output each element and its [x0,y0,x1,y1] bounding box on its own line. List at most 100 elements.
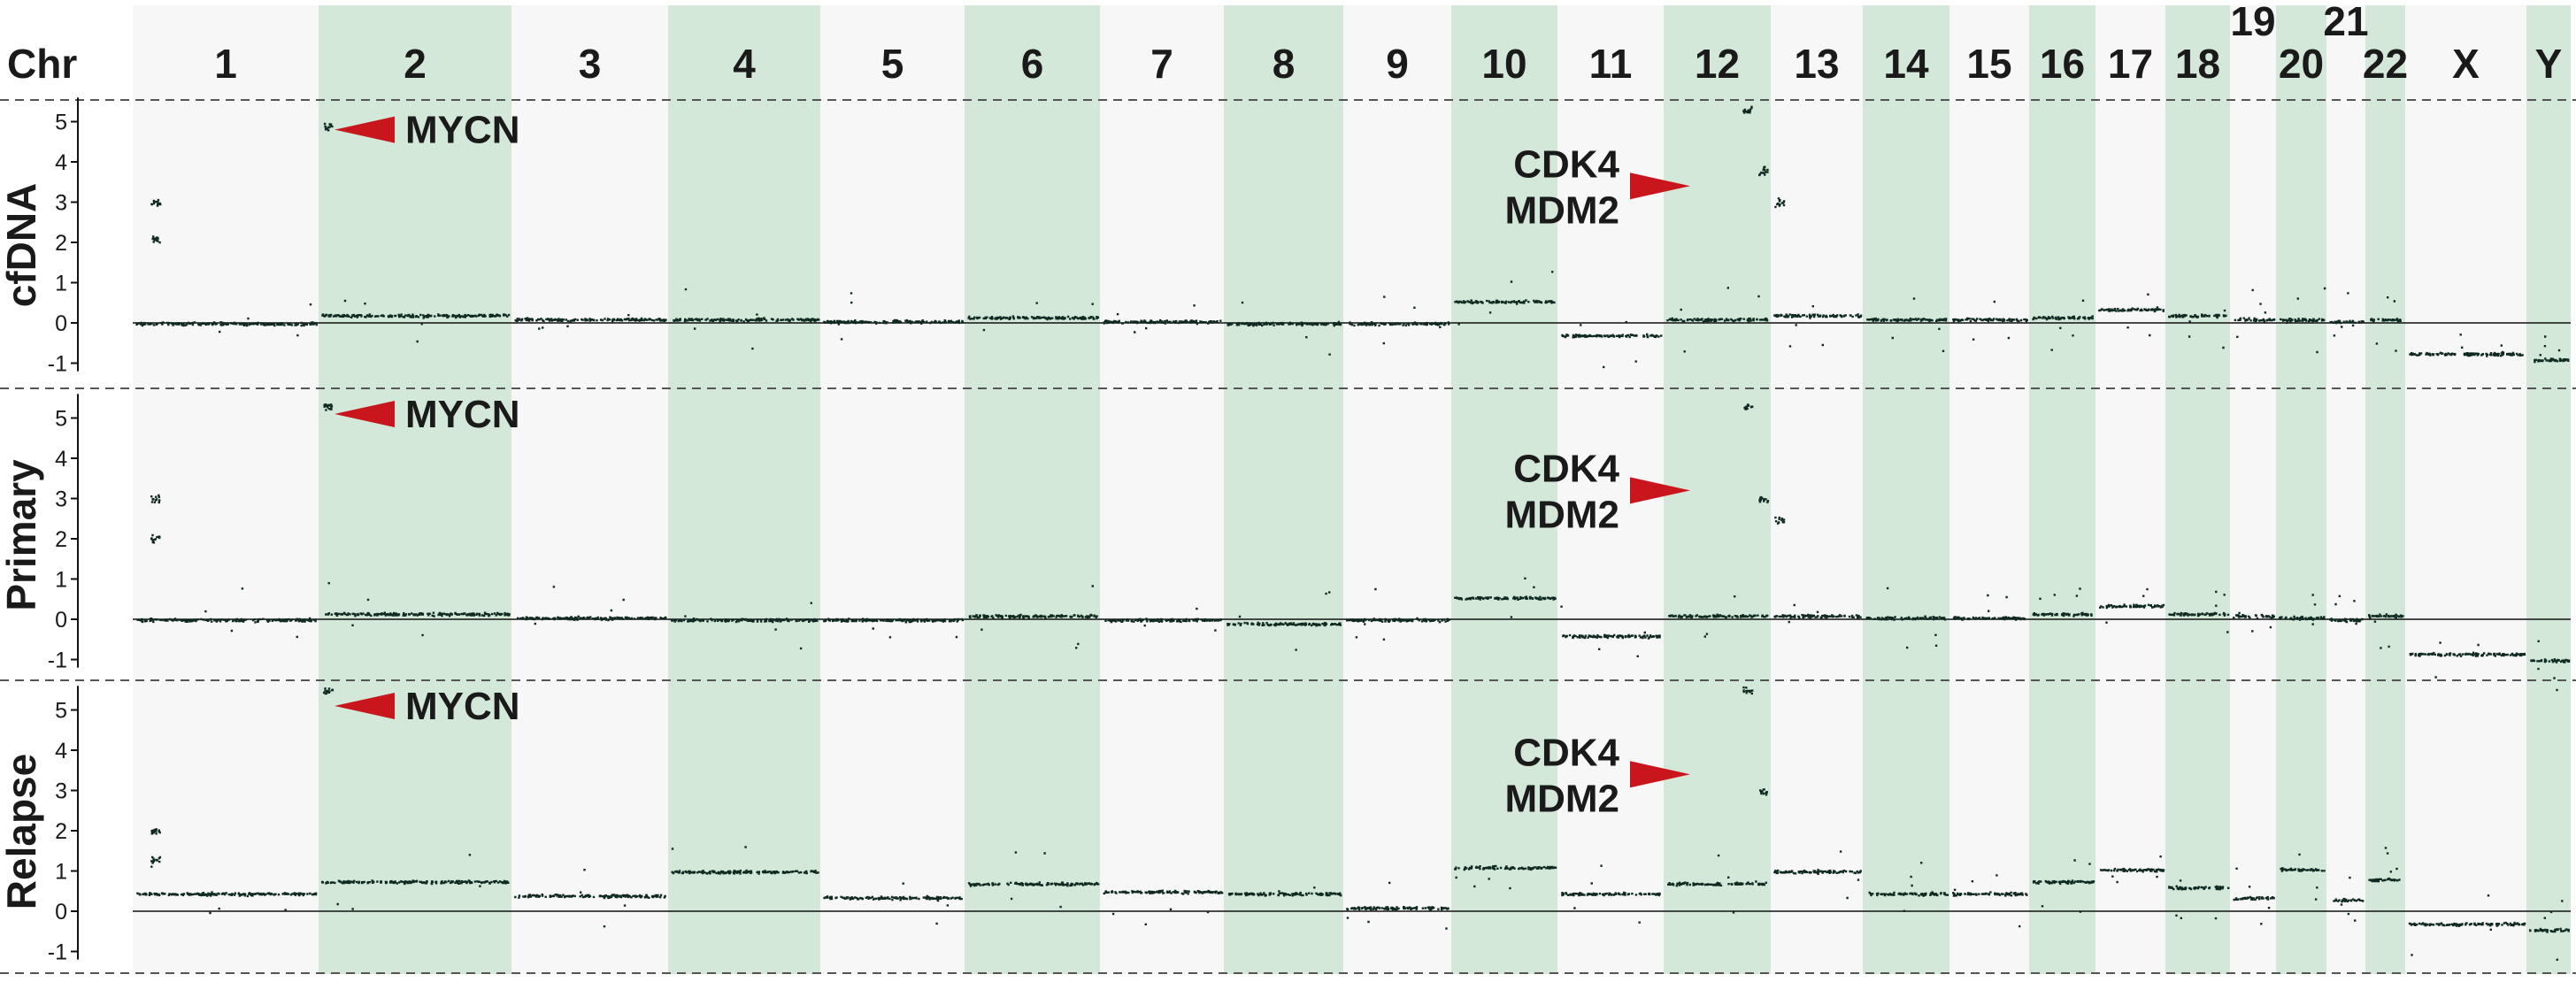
segment-points-chr-12 [1668,595,1769,638]
y-tick-label: 4 [55,150,67,175]
track-label-Relapse: Relapse [0,754,44,909]
chr-label-16: 16 [2040,41,2085,87]
chr-band-5 [820,5,965,974]
chr-label-X: X [2452,41,2480,87]
chr-band-18 [2165,5,2230,974]
chr-band-2 [319,5,511,974]
chr-band-21 [2326,5,2365,974]
chr-label-15: 15 [1966,41,2011,87]
chr-band-1 [133,5,319,974]
segment-points-chr-13 [1773,305,1863,348]
segment-points-chr-15 [1952,594,2026,621]
data-points [133,105,2571,961]
y-tick-label: 3 [55,191,67,216]
segment-points-chr-18 [2168,309,2227,349]
arrowhead-icon [334,116,395,143]
segment-points-chr-22 [2368,613,2404,649]
segment-points-chr-18 [2168,879,2230,920]
y-tick-label: 0 [55,311,67,336]
chr-label-13: 13 [1794,41,1839,87]
segment-points-chr-20 [2280,287,2326,354]
segment-points-chr-X [2409,334,2524,357]
y-tick-label: -1 [48,648,67,673]
chr-label-18: 18 [2175,41,2220,87]
segment-points-chr-16 [2032,587,2093,618]
chr-label-Y: Y [2535,41,2563,87]
chr-label-12: 12 [1695,41,1740,87]
track-Primary [133,403,2571,692]
y-tick-label: 5 [55,407,67,432]
segment-points-chr-Y [2529,900,2570,961]
focal-points-chr-12 [1758,165,1769,177]
chr-band-10 [1451,5,1557,974]
chr-band-20 [2276,5,2326,974]
chr-label-7: 7 [1150,41,1173,87]
track-label-Primary: Primary [0,459,44,611]
y-tick-label: 4 [55,739,67,763]
chr-band-15 [1949,5,2029,974]
gene-label-mycn: MYCN [405,393,520,436]
chr-label-2: 2 [404,41,427,87]
gene-label-cdk4: CDK4 [1513,731,1619,774]
gene-label-mycn: MYCN [405,109,520,152]
chr-label-17: 17 [2108,41,2153,87]
y-tick-label: -1 [48,352,67,377]
gene-label-mdm2: MDM2 [1504,493,1619,536]
focal-points-chr-12 [1774,197,1786,209]
y-tick-label: -1 [48,940,67,965]
focal-points-chr-12 [1759,788,1768,796]
chr-band-4 [668,5,820,974]
arrowhead-icon [1630,477,1690,504]
chr-label-19: 19 [2230,0,2275,44]
chr-label-11: 11 [1589,41,1633,87]
y-tick-label: 2 [55,231,67,256]
track-Relapse [133,686,2571,961]
track-label-cfDNA: cfDNA [0,183,44,308]
y-tick-label: 1 [55,568,67,593]
y-tick-label: 4 [55,447,67,472]
gene-label-mdm2: MDM2 [1504,188,1619,232]
focal-points-chr-2 [323,122,334,132]
chr-label-10: 10 [1481,41,1526,87]
segment-points-chr-3 [514,314,667,330]
focal-points-chr-12 [1774,516,1786,525]
segment-points-chr-13 [1773,603,1862,624]
focal-points-chr-12 [1742,686,1754,695]
segment-points-chr-7 [1104,607,1222,632]
segment-points-chr-2 [321,854,510,910]
chr-label-3: 3 [579,41,602,87]
y-tick-label: 2 [55,527,67,552]
focal-points-chr-2 [323,403,334,411]
segment-points-chr-10 [1454,577,1557,618]
focal-points-chr-12 [1742,105,1753,114]
chr-label-9: 9 [1386,41,1409,87]
chr-band-14 [1863,5,1949,974]
chr-band-3 [511,5,668,974]
chr-band-16 [2029,5,2095,974]
chr-label-5: 5 [881,41,904,87]
gene-label-cdk4: CDK4 [1513,447,1619,490]
y-tick-label: 2 [55,819,67,844]
segment-points-chr-20 [2279,594,2326,625]
segment-points-chr-21 [2333,876,2365,922]
chr-label-1: 1 [214,41,237,87]
segment-points-chr-Y [2534,335,2570,364]
arrowhead-icon [334,692,395,719]
chr-label-22: 22 [2363,41,2408,87]
chr-band-7 [1100,5,1224,974]
segment-points-chr-14 [1865,587,1947,649]
chr-band-9 [1343,5,1451,974]
chr-band-19 [2230,5,2276,974]
chr-band-22 [2365,5,2405,974]
arrowhead-icon [334,400,395,427]
segment-points-chr-15 [1952,300,2028,341]
y-tick-label: 0 [55,608,67,633]
y-tick-label: 3 [55,779,67,804]
segment-points-chr-X [2408,894,2526,956]
chr-label-6: 6 [1021,41,1044,87]
focal-points-chr-1 [150,494,161,504]
chr-label-14: 14 [1883,41,1929,87]
segment-points-chr-10 [1454,864,1557,890]
